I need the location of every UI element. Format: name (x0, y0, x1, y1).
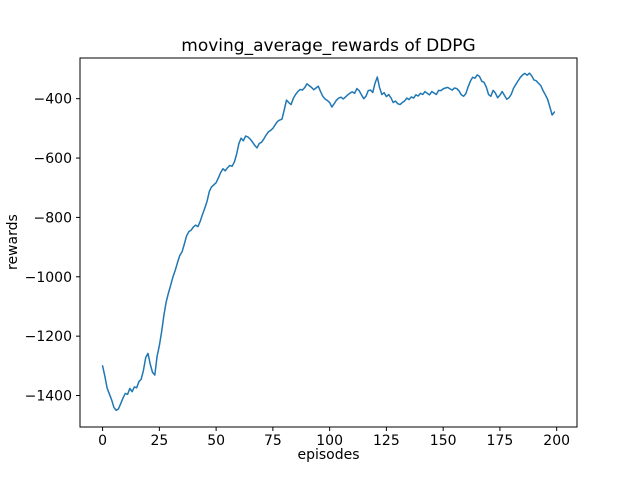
data-line (101, 72, 556, 412)
x-tick-label: 175 (487, 433, 514, 449)
chart-title: moving_average_rewards of DDPG (181, 36, 476, 56)
y-tick-label: −600 (34, 151, 72, 167)
x-tick-label: 25 (150, 433, 168, 449)
x-tick-label: 200 (543, 433, 570, 449)
x-tick-label: 0 (98, 433, 107, 449)
x-tick-label: 125 (373, 433, 400, 449)
y-tick-label: −1200 (25, 329, 72, 345)
axes-frame (79, 57, 578, 428)
y-tick-label: −1400 (25, 389, 72, 405)
x-tick-label: 75 (264, 433, 282, 449)
y-tick-label: −800 (34, 210, 72, 226)
y-tick-label: −1000 (25, 270, 72, 286)
x-axis-label: episodes (297, 447, 360, 463)
x-tick-label: 50 (207, 433, 225, 449)
y-tick-label: −400 (34, 92, 72, 108)
x-tick-label: 100 (316, 433, 343, 449)
y-axis-label: rewards (5, 214, 21, 271)
x-tick-label: 150 (430, 433, 457, 449)
